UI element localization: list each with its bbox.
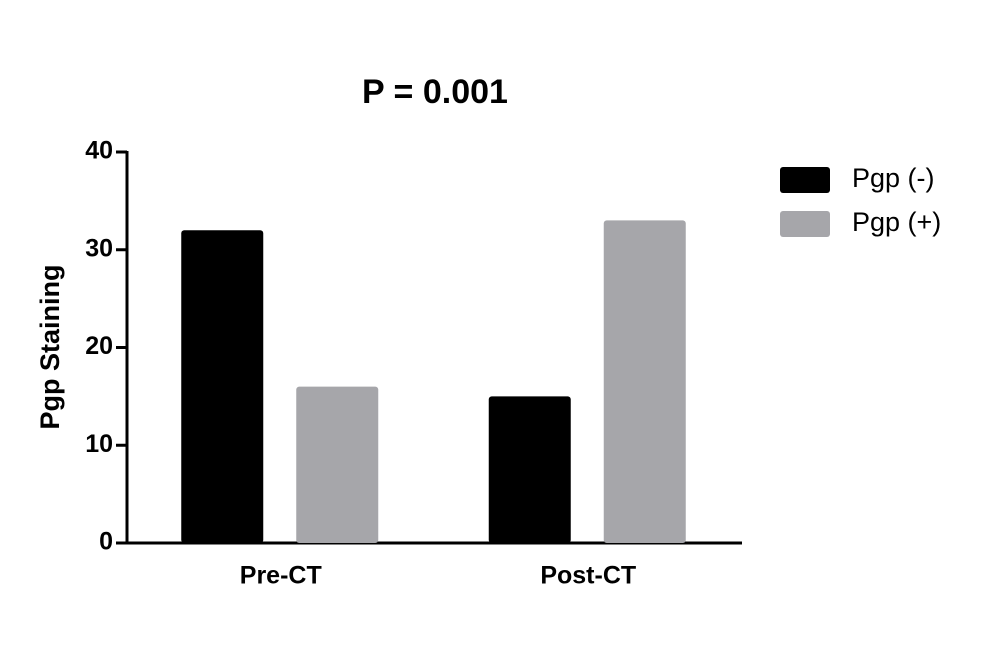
y-tick-label: 30	[85, 234, 113, 262]
chart-title: P = 0.001	[362, 73, 508, 111]
legend-swatch	[780, 167, 830, 193]
bar	[488, 396, 571, 543]
bar	[181, 230, 264, 543]
y-tick-label: 40	[85, 137, 113, 165]
bar	[603, 220, 686, 544]
y-tick-label: 0	[99, 528, 113, 556]
legend-label: Pgp (+)	[852, 207, 941, 237]
y-tick-label: 10	[85, 430, 113, 458]
x-tick-label: Pre-CT	[240, 562, 322, 590]
y-axis-label: Pgp Staining	[35, 265, 65, 430]
legend-swatch	[780, 211, 830, 237]
x-tick-label: Post-CT	[540, 562, 636, 590]
bar	[296, 386, 379, 543]
y-tick-label: 20	[85, 332, 113, 360]
legend-label: Pgp (-)	[852, 163, 935, 193]
